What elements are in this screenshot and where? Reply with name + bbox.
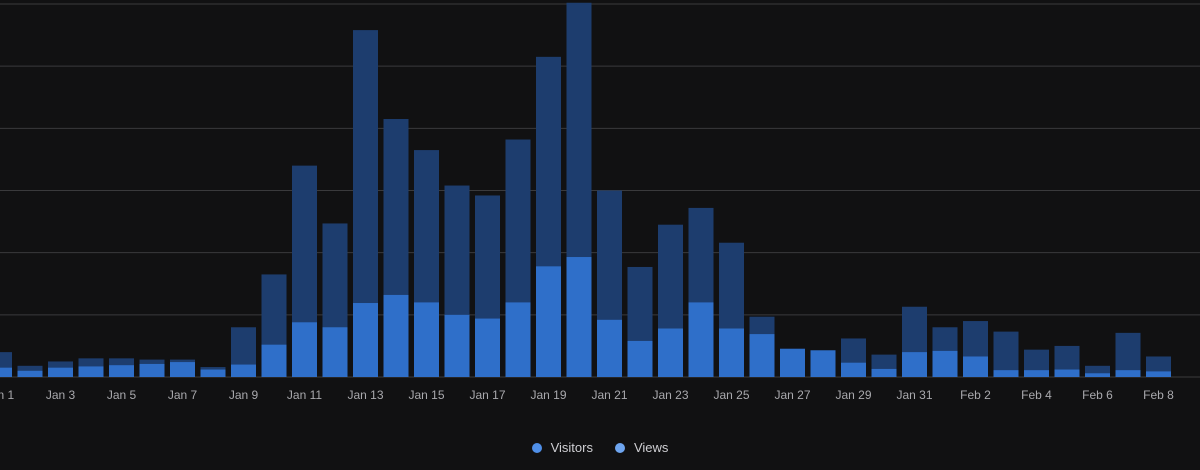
x-tick-label: Feb 4 [1021, 388, 1052, 402]
visitors-bar-jan-18[interactable] [505, 302, 531, 377]
visitors-bar-jan-27[interactable] [780, 349, 805, 377]
visitors-bar-feb-2[interactable] [963, 356, 988, 377]
x-tick-label: Jan 11 [287, 388, 322, 402]
visitors-bar-jan-23[interactable] [658, 328, 683, 377]
x-tick-label: Jan 7 [168, 388, 198, 402]
visitors-bar-feb-8[interactable] [1146, 371, 1171, 377]
legend-dot-visitors-icon [531, 442, 542, 453]
visitors-bar-jan-25[interactable] [719, 328, 744, 377]
visitors-bar-jan-28[interactable] [810, 350, 836, 377]
visitors-bar-jan-8[interactable] [200, 369, 226, 377]
visitors-bar-jan-1[interactable] [0, 367, 12, 377]
x-tick-label: Feb 2 [960, 388, 991, 402]
x-tick-label: Jan 21 [591, 388, 627, 402]
x-tick-label: Jan 5 [107, 388, 137, 402]
visitors-bar-jan-6[interactable] [139, 363, 165, 377]
visitors-bar-jan-9[interactable] [231, 364, 256, 377]
visitors-bar-jan-21[interactable] [597, 319, 622, 377]
visitors-bar-jan-14[interactable] [383, 294, 409, 377]
visitors-bar-feb-7[interactable] [1115, 370, 1141, 377]
legend-label-views: Views [633, 440, 669, 455]
visitors-bar-jan-24[interactable] [688, 302, 714, 377]
views-bar-feb-7[interactable] [1115, 332, 1141, 377]
legend-dot-views-icon [614, 442, 625, 453]
legend-item-visitors[interactable]: Visitors [531, 440, 593, 455]
visitors-bar-jan-7[interactable] [170, 362, 195, 377]
visitors-bar-jan-29[interactable] [841, 362, 866, 377]
visitors-bar-jan-30[interactable] [871, 368, 897, 377]
x-tick-label: Jan 3 [46, 388, 76, 402]
x-tick-label: Jan 1 [0, 388, 15, 402]
x-tick-label: Jan 25 [713, 388, 749, 402]
visitors-bar-jan-15[interactable] [414, 302, 439, 377]
visitors-bar-jan-17[interactable] [475, 318, 500, 377]
visitors-bars [0, 257, 1171, 377]
legend-label-visitors: Visitors [550, 440, 593, 455]
x-tick-label: Jan 19 [530, 388, 566, 402]
x-tick-label: Jan 9 [229, 388, 259, 402]
legend: Visitors Views [0, 440, 1200, 455]
visitors-bar-jan-22[interactable] [627, 340, 653, 377]
visitors-bar-jan-2[interactable] [17, 370, 43, 377]
visitors-bar-jan-12[interactable] [322, 327, 348, 377]
visitors-bar-jan-10[interactable] [261, 344, 287, 377]
visitors-bar-jan-11[interactable] [292, 322, 317, 377]
views-bar-feb-6[interactable] [1085, 365, 1110, 377]
visitors-bar-jan-20[interactable] [566, 257, 592, 377]
legend-item-views[interactable]: Views [614, 440, 669, 455]
visitors-bar-jan-3[interactable] [48, 367, 73, 377]
visitors-bar-jan-5[interactable] [109, 365, 134, 377]
visitors-bar-jan-26[interactable] [749, 334, 775, 377]
visitors-bar-feb-6[interactable] [1085, 373, 1110, 377]
x-tick-label: Jan 23 [652, 388, 688, 402]
visitors-bar-jan-19[interactable] [536, 266, 561, 377]
visitors-bar-jan-31[interactable] [902, 352, 927, 377]
x-axis-tick-labels: Jan 1 Jan 3 Jan 5 Jan 7 Jan 9 Jan 11 Jan 13 Jan… [0, 388, 1174, 402]
x-tick-label: Jan 27 [774, 388, 810, 402]
visitors-bar-feb-4[interactable] [1024, 370, 1049, 377]
visitors-bar-feb-1[interactable] [932, 350, 958, 377]
x-tick-label: Feb 6 [1082, 388, 1113, 402]
x-tick-label: Jan 15 [408, 388, 444, 402]
x-tick-label: Jan 31 [896, 388, 932, 402]
x-tick-label: Feb 8 [1143, 388, 1174, 402]
x-tick-label: Jan 29 [835, 388, 871, 402]
views-bar-feb-3[interactable] [993, 331, 1019, 377]
x-tick-label: Jan 17 [469, 388, 505, 402]
visitors-bar-jan-13[interactable] [353, 303, 378, 377]
visitors-bar-jan-4[interactable] [78, 366, 104, 377]
visitors-bar-jan-16[interactable] [444, 314, 470, 377]
visitors-bar-feb-5[interactable] [1054, 369, 1080, 377]
visitors-bar-feb-3[interactable] [993, 370, 1019, 377]
x-tick-label: Jan 13 [347, 388, 383, 402]
